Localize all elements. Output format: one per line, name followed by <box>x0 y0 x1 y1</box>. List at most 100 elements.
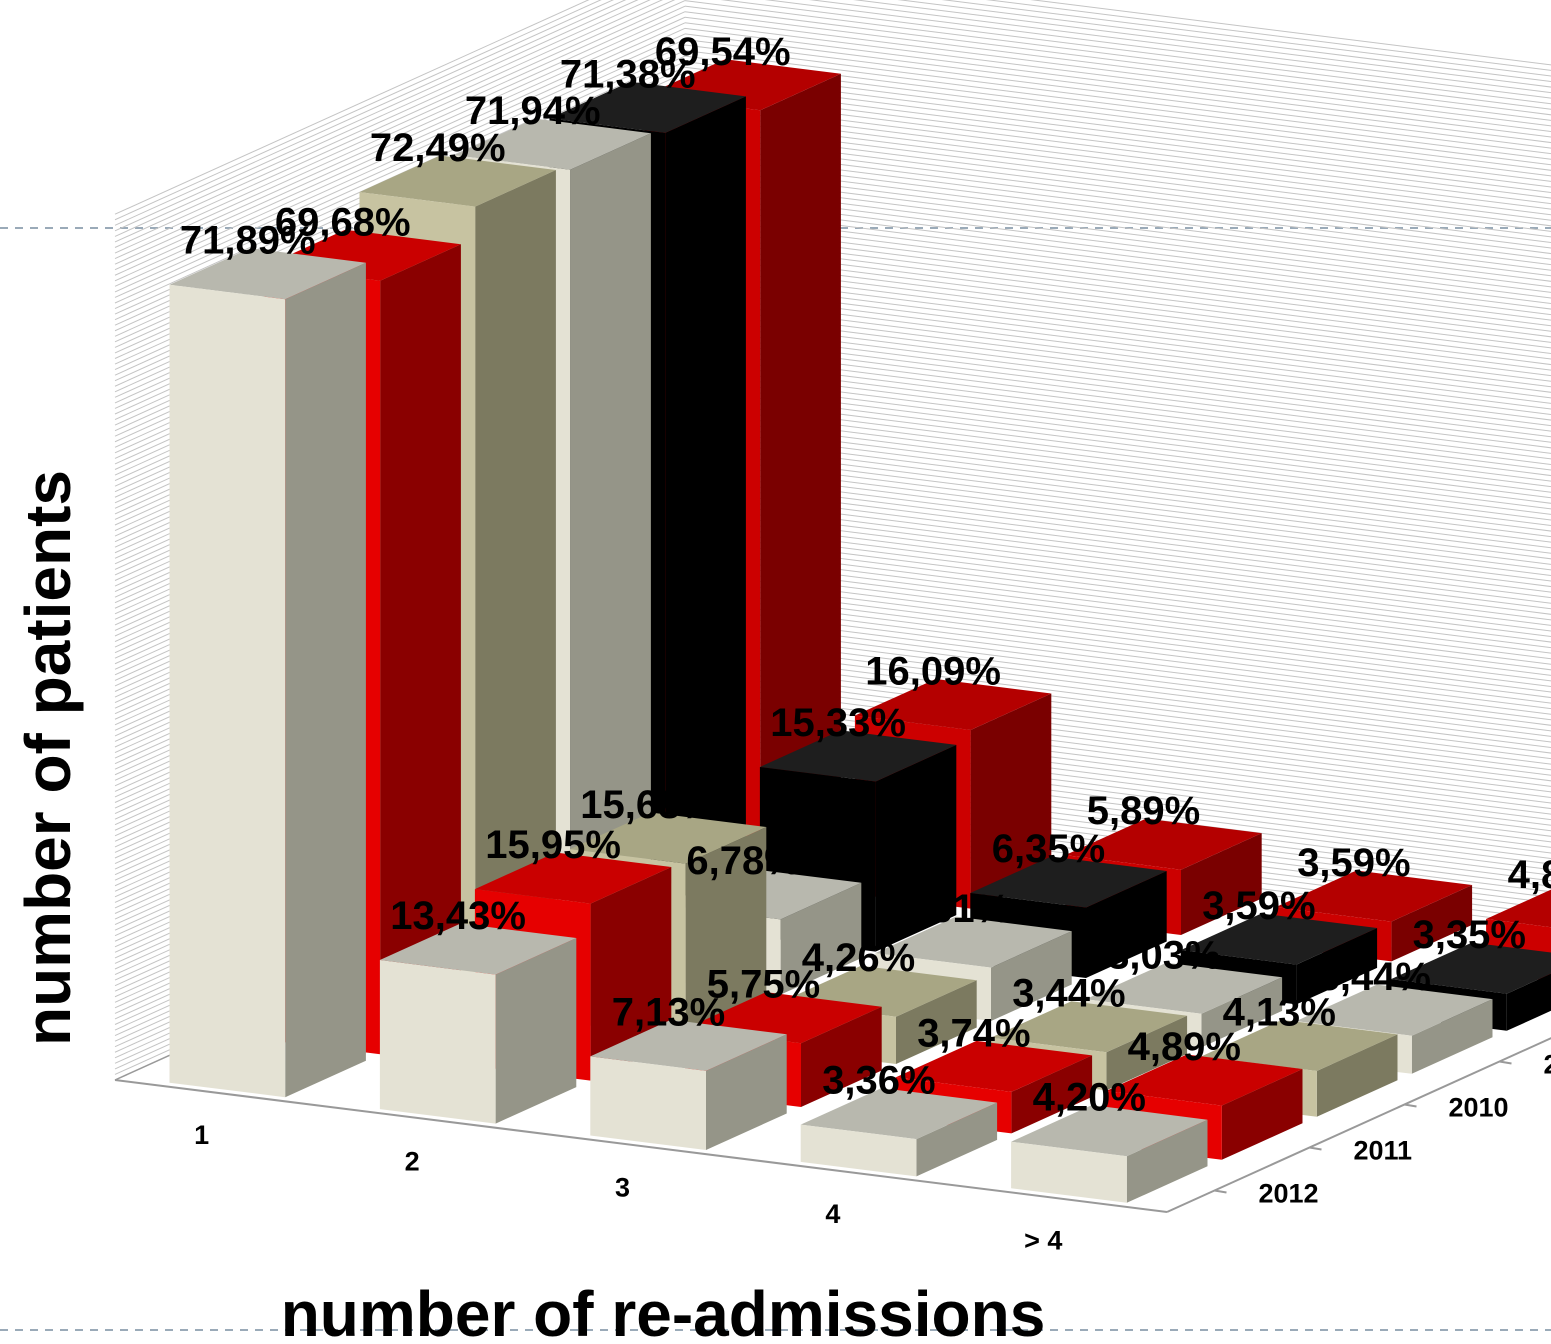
bar-side-face <box>1316 1034 1398 1117</box>
back-wall-gridline <box>684 449 1551 560</box>
back-wall-gridline <box>684 288 1551 399</box>
back-wall-gridline <box>684 88 1551 199</box>
bar-side-face <box>1391 885 1473 962</box>
bar-side-face <box>285 262 366 1098</box>
bar-top-face <box>895 1040 1093 1092</box>
back-wall-gridline <box>684 222 1551 332</box>
back-wall-gridline <box>684 455 1551 565</box>
back-wall-gridline <box>684 27 1551 138</box>
bar-top-face <box>759 730 957 782</box>
data-label-2011-cat-2: 15,95% <box>485 823 621 867</box>
bar-side-face <box>495 938 577 1124</box>
data-label-2011-cat-3: 5,75% <box>707 963 820 1007</box>
back-wall-gridline <box>720 0 1551 105</box>
data-label-2008-cat-2: 15,33% <box>770 701 906 745</box>
bar-side-face <box>801 1006 882 1107</box>
back-wall-gridline <box>684 544 1551 654</box>
back-wall-gridline <box>684 505 1551 615</box>
side-wall-gridline <box>114 0 686 260</box>
back-wall-gridline <box>684 338 1551 449</box>
back-wall-gridline <box>941 0 1551 77</box>
back-wall-gridline <box>684 482 1551 593</box>
back-wall-gridline <box>684 593 1551 704</box>
back-wall-gridline <box>684 643 1551 754</box>
bar-top-face <box>1296 984 1493 1036</box>
bar-front-face <box>169 284 286 1098</box>
back-wall-gridline <box>684 127 1551 238</box>
back-wall-gridline <box>684 238 1551 349</box>
back-wall-gridline <box>684 100 1551 210</box>
bar-top-face <box>1065 818 1262 870</box>
bar-top-face <box>379 923 577 975</box>
back-wall-gridline <box>684 427 1551 538</box>
data-label-2008-cat-4: 3,59% <box>1202 884 1315 928</box>
data-label-2009-cat-5: 3,44% <box>1318 955 1431 999</box>
bar-side-face <box>1506 973 1551 1031</box>
side-wall-gridline <box>114 5 686 265</box>
back-wall-gridline <box>684 394 1551 504</box>
back-wall-gridline <box>684 72 1551 182</box>
back-wall-gridline <box>684 360 1551 471</box>
back-wall-gridline <box>684 632 1551 743</box>
back-wall-gridline <box>684 516 1551 626</box>
back-wall-gridline <box>684 22 1551 132</box>
back-wall-gridline <box>684 477 1551 588</box>
bar-front-face <box>590 1056 706 1150</box>
bar-top-face <box>454 118 651 170</box>
back-wall-gridline <box>684 305 1551 416</box>
depth-tick-mark <box>1309 1146 1322 1151</box>
bar-side-face <box>970 693 1052 909</box>
bar-top-face <box>569 812 767 864</box>
back-wall-gridline <box>684 183 1551 293</box>
back-wall-gridline <box>684 671 1551 782</box>
bar-front-face <box>1011 1141 1127 1203</box>
back-wall-gridline <box>684 499 1551 610</box>
back-wall-gridline <box>684 0 1551 110</box>
data-label-2012-cat-5: 4,20% <box>1033 1076 1146 1120</box>
back-wall-gridline <box>684 405 1551 515</box>
bar-front-face <box>379 960 496 1124</box>
side-wall-gridline <box>114 16 686 276</box>
side-wall-gridline <box>114 0 651 243</box>
back-wall-gridline <box>684 322 1551 432</box>
back-wall-gridline <box>684 310 1551 421</box>
bar-top-face <box>474 852 672 904</box>
bar-2012-cat-4 <box>800 1088 998 1177</box>
side-wall-gridline <box>114 0 590 215</box>
back-wall-gridline <box>684 660 1551 771</box>
back-wall-gridline <box>684 50 1551 160</box>
back-wall-gridline <box>684 444 1551 554</box>
data-label-2008-cat-3: 6,35% <box>992 827 1105 871</box>
bar-2012-cat-2 <box>379 923 577 1124</box>
bar-side-face <box>760 73 841 883</box>
bar-side-face <box>1106 1015 1188 1091</box>
depth-tick-label: 2011 <box>1354 1136 1413 1166</box>
back-wall-gridline <box>684 16 1551 127</box>
bar-top-face <box>549 81 746 133</box>
bar-top-face <box>990 1001 1188 1053</box>
depth-axis-line <box>1166 1037 1551 1213</box>
back-wall-gridline <box>684 666 1551 776</box>
back-wall-gridline <box>684 227 1551 338</box>
back-wall-gridline <box>684 377 1551 488</box>
back-wall-gridline <box>684 599 1551 710</box>
back-wall-gridline <box>684 488 1551 599</box>
bar-side-face <box>665 96 746 926</box>
back-wall-gridline <box>897 0 1551 83</box>
bar-side-face <box>1296 928 1378 1005</box>
bar-side-face <box>916 1102 998 1177</box>
back-wall-gridline <box>684 349 1551 460</box>
bar-side-face <box>590 867 672 1081</box>
bar-top-face <box>169 248 366 300</box>
data-label-2011-cat-1: 69,68% <box>275 200 411 244</box>
back-wall-gridline <box>684 399 1551 510</box>
depth-tick-mark <box>1214 1189 1227 1194</box>
back-wall-gridline <box>684 149 1551 260</box>
data-label-2011-cat-4: 3,74% <box>917 1011 1030 1055</box>
bar-top-face <box>359 155 556 207</box>
data-label-2008-cat-5: 3,35% <box>1413 913 1526 957</box>
data-label-2010-cat-1: 72,49% <box>370 126 506 170</box>
back-wall-gridline <box>684 133 1551 243</box>
back-wall-gridline <box>684 421 1551 532</box>
